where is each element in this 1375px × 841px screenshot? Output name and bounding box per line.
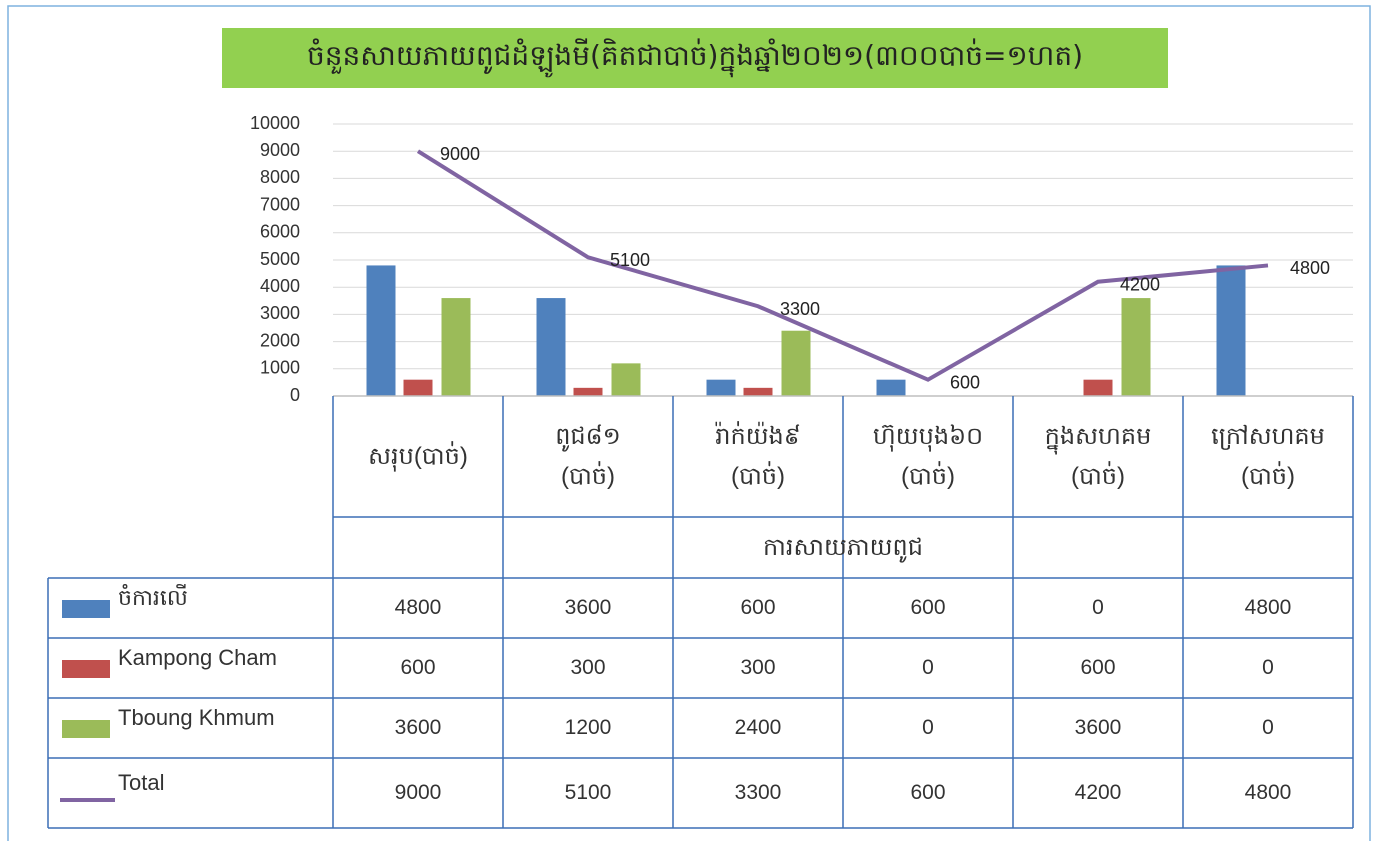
bar <box>1216 265 1246 396</box>
bar <box>573 387 603 396</box>
category-label: សរុប(បាច់) <box>368 442 468 470</box>
table-value: 600 <box>740 596 776 619</box>
legend-label: Total <box>118 770 165 795</box>
table-value: 1200 <box>564 716 612 739</box>
table-value: 0 <box>1092 596 1104 619</box>
category-label: ពូជ៨១ (បាច់) <box>555 422 621 490</box>
y-tick-label: 0 <box>290 385 300 405</box>
y-tick-label: 8000 <box>260 167 300 187</box>
table-value: 600 <box>400 656 436 679</box>
chart-title: ចំនួនសាយភាយពូជដំឡូងមី(គិតជាបាច់)ក្នុងឆ្ន… <box>222 28 1168 88</box>
table-value: 300 <box>740 656 776 679</box>
legend-label: ចំការលើ <box>118 585 188 610</box>
bar <box>1083 379 1113 396</box>
y-tick-label: 6000 <box>260 222 300 242</box>
data-label: 600 <box>950 372 980 392</box>
table-value: 4800 <box>394 596 442 619</box>
table-value: 3600 <box>1074 716 1122 739</box>
table-value: 600 <box>1080 656 1116 679</box>
bar <box>366 265 396 396</box>
table-value: 0 <box>1262 656 1274 679</box>
table-value: 5100 <box>564 781 612 804</box>
category-label: ហ៊ុយបុង៦០ (បាច់) <box>872 422 984 490</box>
y-tick-label: 9000 <box>260 140 300 160</box>
y-tick-label: 10000 <box>250 113 300 133</box>
table-value: 4800 <box>1244 596 1292 619</box>
legend-label: Tboung Khmum <box>118 705 275 730</box>
table-value: 0 <box>922 656 934 679</box>
data-label: 9000 <box>440 144 480 164</box>
table-value: 0 <box>922 716 934 739</box>
bar <box>743 387 773 396</box>
table-value: 600 <box>910 596 946 619</box>
bar <box>706 379 736 396</box>
bar <box>781 330 811 396</box>
legend-key <box>62 600 110 618</box>
bar <box>441 298 471 396</box>
table-value: 3600 <box>564 596 612 619</box>
table-value: 300 <box>570 656 606 679</box>
table-value: 9000 <box>394 781 442 804</box>
y-tick-label: 1000 <box>260 358 300 378</box>
legend-key <box>62 720 110 738</box>
y-tick-label: 4000 <box>260 276 300 296</box>
bar <box>403 379 433 396</box>
x-axis-title: ការសាយភាយពូជ <box>763 533 923 561</box>
frame <box>7 5 1371 841</box>
category-label: រ៉ាក់យ៉ង៩ (បាច់) <box>715 422 801 490</box>
table-value: 2400 <box>734 716 782 739</box>
category-label: ក្រៅសហគម (បាច់) <box>1211 422 1325 490</box>
y-tick-label: 2000 <box>260 330 300 350</box>
data-label: 3300 <box>780 299 820 319</box>
bar <box>1121 298 1151 396</box>
bar <box>876 379 906 396</box>
table-value: 3300 <box>734 781 782 804</box>
table-value: 0 <box>1262 716 1274 739</box>
table-value: 4200 <box>1074 781 1122 804</box>
data-label: 5100 <box>610 250 650 270</box>
bar <box>536 298 566 396</box>
y-tick-label: 3000 <box>260 303 300 323</box>
y-tick-label: 7000 <box>260 194 300 214</box>
data-label: 4200 <box>1120 275 1160 295</box>
line <box>416 149 1269 382</box>
table-value: 3600 <box>394 716 442 739</box>
table-value: 4800 <box>1244 781 1292 804</box>
data-label: 4800 <box>1290 258 1330 278</box>
table-value: 600 <box>910 781 946 804</box>
legend-label: Kampong Cham <box>118 645 277 670</box>
category-label: ក្នុងសហគម (បាច់) <box>1044 422 1152 490</box>
y-tick-label: 5000 <box>260 249 300 269</box>
legend-key <box>62 660 110 678</box>
bar <box>611 363 641 396</box>
